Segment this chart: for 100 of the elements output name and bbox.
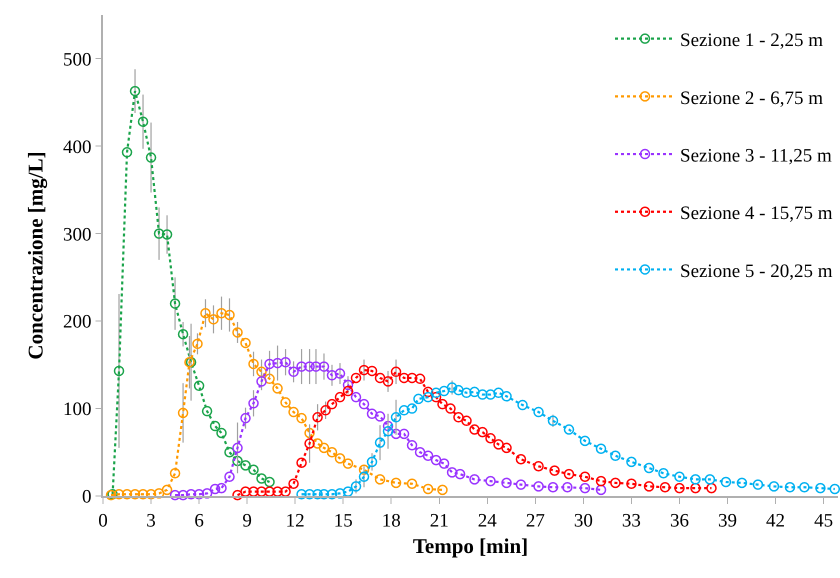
point — [437, 484, 448, 496]
x-tick-label: 15 — [334, 510, 353, 532]
point — [202, 406, 212, 416]
point — [210, 484, 220, 494]
point — [232, 456, 243, 466]
point — [350, 372, 362, 384]
x-tick-label: 36 — [670, 510, 689, 532]
point — [430, 454, 442, 466]
point — [438, 458, 450, 469]
point — [398, 428, 410, 440]
point — [312, 412, 323, 423]
x-axis-title: Tempo [min] — [412, 534, 528, 558]
point — [202, 488, 212, 499]
point — [350, 481, 362, 492]
point — [170, 468, 180, 479]
point — [326, 370, 338, 381]
point — [610, 450, 621, 462]
point — [178, 328, 188, 340]
point — [398, 372, 410, 384]
point — [342, 380, 354, 390]
point — [122, 489, 132, 500]
point — [422, 392, 434, 402]
point — [469, 386, 480, 398]
point — [334, 488, 346, 499]
point — [438, 386, 450, 396]
point — [398, 405, 410, 416]
point — [334, 453, 346, 464]
point — [374, 372, 386, 384]
point — [445, 403, 456, 414]
point — [690, 474, 701, 485]
point — [493, 439, 504, 450]
x-tick-label: 27 — [526, 510, 545, 532]
point — [342, 458, 354, 469]
point — [477, 389, 488, 400]
point — [564, 424, 574, 435]
x-tick-label: 9 — [242, 510, 252, 532]
point — [272, 486, 283, 497]
point — [493, 388, 504, 398]
point — [320, 405, 331, 416]
point — [533, 481, 544, 492]
point — [162, 484, 172, 496]
point — [580, 436, 590, 446]
point — [358, 472, 370, 482]
point — [596, 476, 606, 486]
point — [485, 433, 496, 444]
point — [674, 482, 685, 494]
x-tick-label: 24 — [478, 510, 498, 532]
point — [358, 364, 370, 376]
point — [318, 442, 330, 454]
point — [422, 450, 434, 462]
point — [312, 438, 323, 449]
x-tick-label: 39 — [718, 510, 738, 532]
point — [272, 358, 283, 368]
point — [304, 489, 315, 500]
point — [334, 368, 346, 379]
point — [406, 440, 418, 451]
point — [240, 486, 251, 497]
point — [138, 489, 148, 500]
point — [256, 486, 267, 497]
point — [374, 411, 386, 422]
point — [406, 372, 418, 384]
x-tick-label: 30 — [574, 510, 593, 532]
legend-label: Sezione 3 - 11,25 m — [680, 145, 832, 166]
point — [318, 489, 330, 500]
point — [533, 406, 544, 418]
point — [382, 376, 394, 387]
point — [626, 456, 637, 468]
point — [170, 298, 180, 309]
point — [768, 481, 780, 492]
point — [390, 428, 402, 440]
point — [830, 484, 840, 494]
point — [446, 382, 458, 393]
point — [264, 476, 275, 488]
point — [334, 392, 346, 402]
point — [186, 489, 196, 500]
point — [114, 366, 124, 376]
point — [210, 420, 220, 432]
point — [562, 482, 573, 492]
point — [533, 461, 544, 472]
point — [248, 358, 259, 370]
point — [658, 468, 669, 479]
legend-label: Sezione 1 - 2,25 m — [680, 30, 824, 52]
point — [461, 388, 472, 398]
point — [146, 489, 156, 500]
y-tick-label: 400 — [62, 136, 92, 158]
point — [280, 356, 291, 368]
point — [248, 398, 259, 409]
point — [706, 482, 717, 494]
point — [304, 438, 315, 449]
point — [358, 464, 370, 476]
point — [138, 116, 148, 127]
point — [453, 384, 464, 396]
point — [162, 229, 172, 240]
point — [296, 458, 307, 468]
point — [256, 376, 267, 387]
point — [232, 327, 243, 338]
point — [342, 386, 354, 396]
point — [626, 478, 637, 490]
point — [414, 374, 426, 384]
point — [224, 447, 235, 458]
